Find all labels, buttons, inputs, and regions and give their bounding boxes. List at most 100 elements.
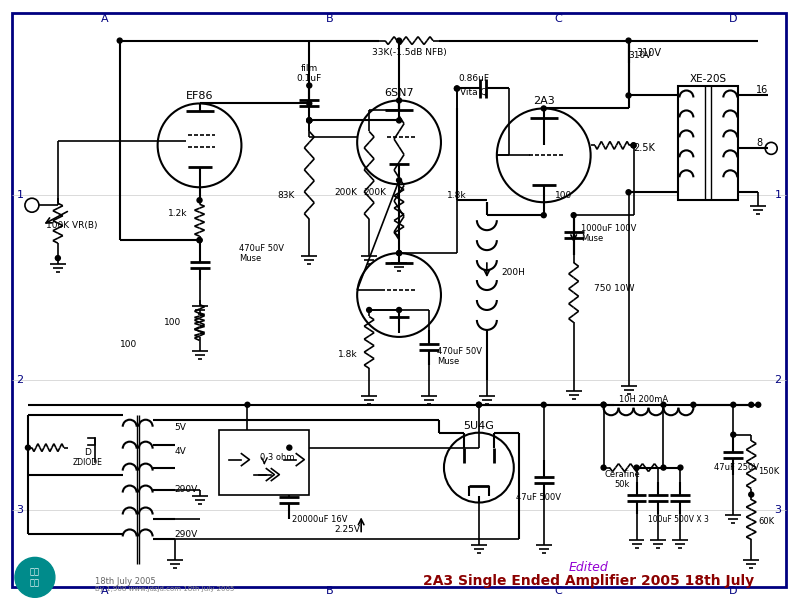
Circle shape — [476, 402, 482, 407]
Text: ZDIODE: ZDIODE — [73, 458, 102, 467]
Text: 家电
论坛: 家电 论坛 — [30, 568, 40, 587]
Circle shape — [634, 465, 639, 470]
Circle shape — [631, 143, 636, 148]
Text: Muse: Muse — [239, 254, 262, 263]
Text: EF86: EF86 — [186, 91, 214, 101]
Circle shape — [397, 98, 402, 103]
Circle shape — [601, 465, 606, 470]
Text: 100: 100 — [164, 319, 182, 328]
Circle shape — [306, 101, 312, 106]
Text: 290V: 290V — [174, 530, 198, 539]
Text: C: C — [555, 14, 562, 23]
Circle shape — [730, 402, 736, 407]
Text: By 1,908 www.jdzjd.com 18th July 2005: By 1,908 www.jdzjd.com 18th July 2005 — [94, 586, 234, 592]
Text: B: B — [326, 586, 333, 596]
Text: 1000uF 100V: 1000uF 100V — [581, 224, 636, 233]
Circle shape — [542, 402, 546, 407]
Circle shape — [626, 93, 631, 98]
Circle shape — [397, 118, 402, 123]
Text: 50k: 50k — [615, 480, 630, 489]
Text: 47uF 250V: 47uF 250V — [714, 463, 758, 472]
Circle shape — [626, 38, 631, 43]
Bar — [678, 86, 738, 200]
Circle shape — [397, 251, 402, 256]
Text: 310V: 310V — [636, 47, 661, 58]
Text: Cerafine: Cerafine — [605, 470, 641, 479]
Text: 1: 1 — [774, 190, 782, 200]
Text: 4V: 4V — [174, 447, 186, 456]
Text: 3: 3 — [17, 505, 23, 515]
Text: Muse: Muse — [581, 233, 603, 242]
Bar — [219, 430, 310, 494]
Circle shape — [601, 402, 606, 407]
Circle shape — [397, 178, 402, 183]
Text: 1.8k: 1.8k — [338, 350, 357, 359]
Circle shape — [55, 256, 60, 260]
Text: 60K: 60K — [758, 517, 774, 526]
Text: Muse: Muse — [437, 358, 459, 367]
Text: 200H: 200H — [502, 268, 526, 277]
Text: 2: 2 — [774, 375, 782, 385]
Text: 200K: 200K — [334, 188, 357, 197]
Text: 2A3 Single Ended Amplifier 2005 18th July: 2A3 Single Ended Amplifier 2005 18th Jul… — [423, 574, 754, 589]
Circle shape — [601, 402, 606, 407]
Text: 100: 100 — [121, 340, 138, 349]
Circle shape — [454, 86, 459, 91]
Text: 5V: 5V — [174, 423, 186, 432]
Circle shape — [306, 83, 312, 88]
Text: 150K: 150K — [758, 467, 779, 476]
Circle shape — [197, 238, 202, 242]
Text: 100: 100 — [555, 191, 572, 200]
Text: 310V: 310V — [629, 51, 652, 60]
Text: 18th July 2005: 18th July 2005 — [94, 577, 155, 586]
Text: 0.1uF: 0.1uF — [297, 74, 322, 83]
Text: Edited: Edited — [569, 561, 609, 574]
Text: 200K: 200K — [363, 188, 386, 197]
Text: 33K(-1.5dB NFB): 33K(-1.5dB NFB) — [372, 48, 446, 57]
Circle shape — [542, 213, 546, 218]
Text: film: film — [301, 64, 318, 73]
Text: XE-20S: XE-20S — [690, 74, 727, 83]
Text: 8: 8 — [756, 139, 762, 148]
Text: 0.3 ohm: 0.3 ohm — [260, 453, 294, 462]
Circle shape — [306, 118, 312, 123]
Text: 0.86uF: 0.86uF — [458, 74, 490, 83]
Circle shape — [118, 38, 122, 43]
Circle shape — [306, 118, 312, 123]
Circle shape — [542, 106, 546, 111]
Circle shape — [397, 307, 402, 313]
Circle shape — [749, 492, 754, 497]
Text: 290V: 290V — [174, 485, 198, 494]
Text: 2: 2 — [16, 375, 23, 385]
Circle shape — [397, 251, 402, 256]
Circle shape — [397, 38, 402, 43]
Text: 2.25V: 2.25V — [334, 525, 360, 534]
Circle shape — [571, 213, 576, 218]
Text: D: D — [729, 14, 738, 23]
Text: Vita Q: Vita Q — [460, 88, 488, 97]
Circle shape — [366, 307, 372, 313]
Text: 10H 200mA: 10H 200mA — [619, 395, 668, 404]
Text: 2.5K: 2.5K — [634, 143, 655, 154]
Circle shape — [678, 465, 683, 470]
Text: D: D — [729, 586, 738, 596]
Circle shape — [730, 432, 736, 437]
Circle shape — [26, 445, 30, 450]
Text: 3: 3 — [774, 505, 782, 515]
Circle shape — [245, 402, 250, 407]
Text: 1: 1 — [17, 190, 23, 200]
Circle shape — [626, 190, 631, 195]
Text: 750 10W: 750 10W — [594, 284, 634, 293]
Circle shape — [454, 86, 459, 91]
Circle shape — [306, 118, 312, 123]
Text: B: B — [326, 14, 333, 23]
Text: D: D — [84, 448, 91, 457]
Text: C: C — [555, 586, 562, 596]
Text: 5U4G: 5U4G — [463, 421, 494, 431]
Text: 470uF 50V: 470uF 50V — [239, 244, 285, 253]
Circle shape — [15, 557, 55, 598]
Circle shape — [631, 143, 636, 148]
Text: 2A3: 2A3 — [533, 97, 554, 106]
Text: 83K: 83K — [277, 191, 294, 200]
Text: 20000uF 16V: 20000uF 16V — [291, 515, 347, 524]
